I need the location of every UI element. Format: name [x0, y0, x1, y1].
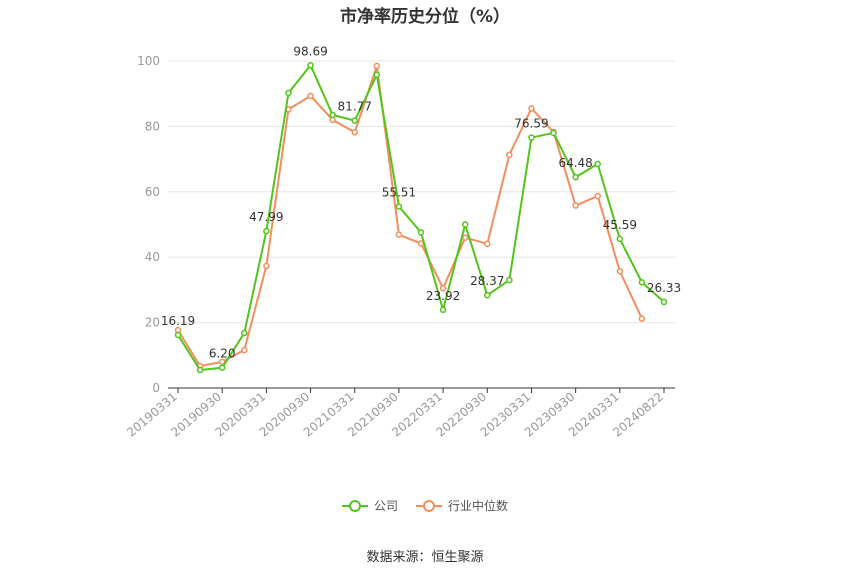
series-1-point [528, 105, 535, 112]
y-tick-label: 40 [145, 250, 160, 264]
series-1-point [395, 231, 403, 238]
series-0-point [638, 279, 646, 286]
data-label: 28.37 [470, 274, 504, 288]
series-1-point [461, 234, 469, 241]
series-0-point [373, 71, 381, 78]
series-0-point [550, 129, 557, 137]
data-label: 45.59 [603, 218, 637, 232]
y-tick-label: 0 [152, 381, 160, 395]
series-0-point [660, 298, 668, 306]
series-0-point [484, 291, 491, 299]
data-source: 数据来源：恒生聚源 [366, 550, 484, 565]
series-0-point [616, 235, 624, 243]
data-label: 64.48 [558, 156, 592, 170]
series-0-point [528, 134, 535, 141]
series-1-point [263, 262, 270, 270]
series-0-point [417, 229, 425, 236]
data-label: 23.92 [426, 289, 460, 303]
series-0-point [439, 306, 447, 314]
series-1-point [241, 346, 248, 354]
y-tick-label: 20 [145, 316, 160, 330]
series-1-point [351, 129, 358, 136]
series-0-point [594, 160, 601, 168]
series-0-point [285, 89, 292, 97]
series-1-point [307, 92, 314, 100]
legend-label-industry: 行业中位数 [448, 499, 509, 513]
y-tick-label: 80 [145, 119, 160, 133]
series-0-point [329, 111, 336, 119]
series-0-point [174, 331, 182, 339]
series-0-point [196, 366, 204, 374]
series-1-point [484, 240, 491, 248]
series-0-point [506, 276, 513, 284]
y-tick-label: 100 [137, 54, 160, 68]
series-0-point [241, 329, 248, 337]
data-label: 47.99 [249, 210, 283, 224]
series-1-point [373, 62, 381, 70]
series-0-point [263, 227, 270, 235]
legend-marker-company-icon [341, 499, 368, 512]
legend-label-company: 公司 [373, 499, 398, 513]
data-label: 98.69 [293, 44, 327, 58]
series-1-point [506, 151, 513, 159]
series-0-point [351, 117, 358, 124]
series-0-point [461, 221, 469, 228]
legend-item-company[interactable]: 公司 [341, 497, 398, 514]
data-label: 6.20 [209, 347, 236, 361]
series-1-point [616, 268, 624, 275]
series-0-point [218, 364, 226, 371]
data-label: 76.59 [514, 117, 548, 131]
legend-marker-industry-icon [416, 499, 442, 512]
data-label: 81.77 [338, 100, 372, 114]
series-1-point [638, 315, 646, 322]
series-line-1 [177, 64, 643, 368]
series-1-point [594, 192, 601, 200]
series-1-point [218, 358, 226, 366]
data-label: 16.19 [161, 314, 195, 328]
legend: 公司 行业中位数 [0, 497, 850, 514]
legend-item-industry[interactable]: 行业中位数 [416, 497, 508, 514]
series-1-point [572, 202, 579, 209]
data-label: 55.51 [382, 185, 416, 199]
series-1-point [439, 285, 447, 292]
series-0-point [307, 62, 314, 69]
chart-title: 市净率历史分位（%） [339, 7, 511, 27]
series-0-point [572, 173, 579, 181]
series-0-point [395, 203, 403, 210]
y-tick-label: 60 [145, 185, 160, 199]
data-label: 26.33 [647, 281, 681, 295]
